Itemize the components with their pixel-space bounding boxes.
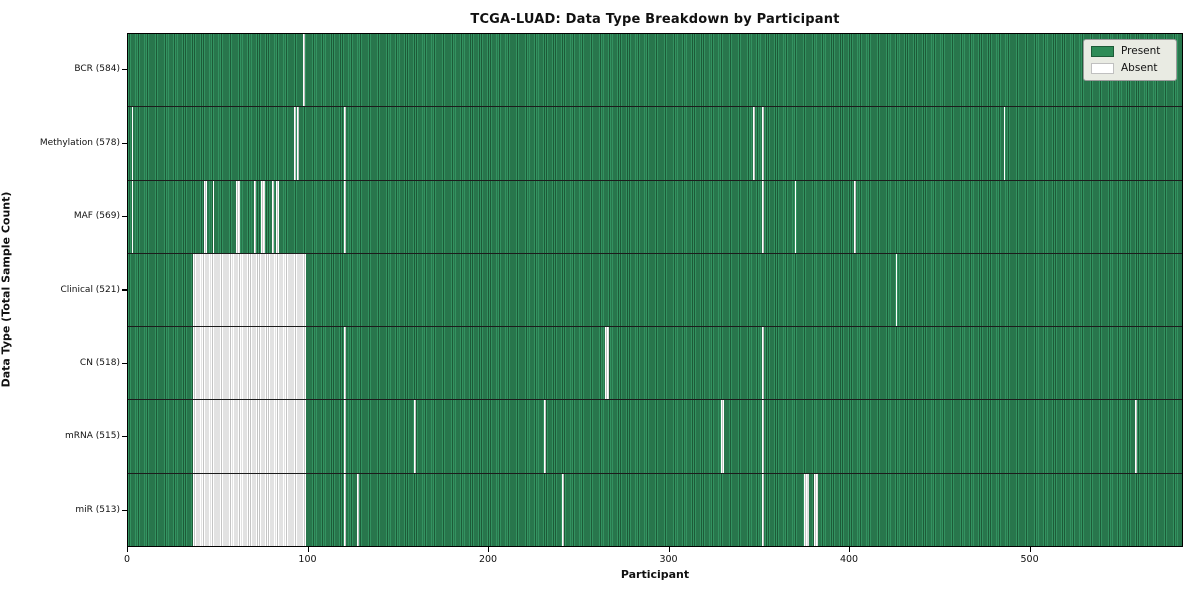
legend-item-absent: Absent — [1091, 63, 1168, 74]
absent-region — [344, 400, 346, 473]
absent-region — [814, 473, 819, 546]
absent-region — [254, 180, 256, 253]
legend-swatch-present — [1091, 46, 1114, 57]
absent-region — [762, 107, 764, 180]
absent-region — [261, 180, 265, 253]
absent-region — [356, 473, 359, 546]
absent-region — [131, 180, 134, 253]
absent-region — [297, 107, 300, 180]
heatmap-row-methylation — [128, 106, 1182, 180]
heatmap-row-bcr — [128, 34, 1182, 107]
chart-title: TCGA-LUAD: Data Type Breakdown by Partic… — [470, 12, 840, 27]
absent-region — [762, 400, 764, 473]
y-tick-mark — [122, 69, 127, 71]
x-tick-label: 300 — [659, 554, 678, 565]
legend: Present Absent — [1083, 39, 1177, 81]
legend-label: Absent — [1121, 62, 1158, 74]
y-tick-mark — [122, 289, 127, 291]
absent-region — [344, 107, 346, 180]
absent-region — [302, 34, 305, 107]
legend-swatch-absent — [1091, 63, 1114, 74]
absent-region — [192, 473, 307, 546]
legend-label: Present — [1121, 45, 1161, 57]
heatmap-row-mir — [128, 472, 1182, 546]
absent-region — [753, 107, 755, 180]
x-tick-mark — [668, 547, 670, 552]
heatmap-row-clinical — [128, 252, 1182, 327]
absent-region — [895, 253, 898, 327]
absent-region — [762, 180, 764, 253]
absent-region — [562, 473, 564, 546]
absent-region — [414, 400, 417, 473]
y-tick-mark — [122, 362, 127, 365]
y-tick-label: Clinical (521) — [60, 284, 120, 295]
x-axis-label: Participant — [620, 568, 690, 581]
absent-region — [192, 327, 307, 400]
y-tick-label: MAF (569) — [73, 211, 120, 222]
y-tick-mark — [122, 142, 127, 144]
y-tick-mark — [122, 436, 127, 438]
x-tick-label: 500 — [1020, 554, 1039, 565]
y-tick-mark — [122, 215, 127, 218]
y-tick-label: Methylation (578) — [39, 137, 120, 148]
x-tick-label: 100 — [298, 554, 317, 565]
absent-region — [803, 473, 810, 546]
x-tick-mark — [488, 547, 490, 552]
absent-region — [794, 180, 797, 253]
absent-region — [544, 400, 546, 473]
absent-region — [275, 180, 280, 253]
heatmap-row-cn — [128, 326, 1182, 400]
absent-region — [762, 473, 764, 546]
y-tick-mark — [122, 509, 127, 511]
absent-region — [344, 473, 346, 546]
absent-region — [1135, 400, 1137, 473]
absent-region — [203, 180, 208, 253]
x-tick-label: 200 — [478, 554, 498, 565]
x-tick-label: 400 — [839, 554, 859, 565]
absent-region — [212, 180, 215, 253]
absent-region — [762, 327, 764, 400]
absent-region — [720, 400, 725, 473]
y-tick-label: miR (513) — [75, 504, 120, 515]
absent-region — [293, 107, 296, 180]
absent-region — [236, 180, 240, 253]
absent-region — [344, 327, 346, 400]
absent-region — [272, 180, 274, 253]
absent-region — [1003, 107, 1006, 180]
absent-region — [605, 327, 610, 400]
heatmap-row-mrna — [128, 399, 1182, 473]
x-tick-mark — [127, 547, 129, 552]
x-tick-label: 0 — [123, 554, 131, 565]
absent-region — [854, 180, 856, 253]
plot-area — [127, 33, 1183, 547]
x-tick-mark — [307, 547, 309, 552]
y-tick-label: CN (518) — [79, 357, 120, 368]
y-tick-label: BCR (584) — [74, 64, 120, 75]
absent-region — [192, 400, 307, 473]
x-tick-mark — [1029, 547, 1031, 552]
y-tick-label: mRNA (515) — [65, 431, 120, 442]
legend-item-present: Present — [1091, 46, 1168, 57]
absent-region — [192, 253, 307, 327]
absent-region — [344, 180, 346, 253]
x-tick-mark — [849, 547, 851, 552]
heatmap-row-maf — [128, 179, 1182, 253]
absent-region — [131, 107, 134, 180]
